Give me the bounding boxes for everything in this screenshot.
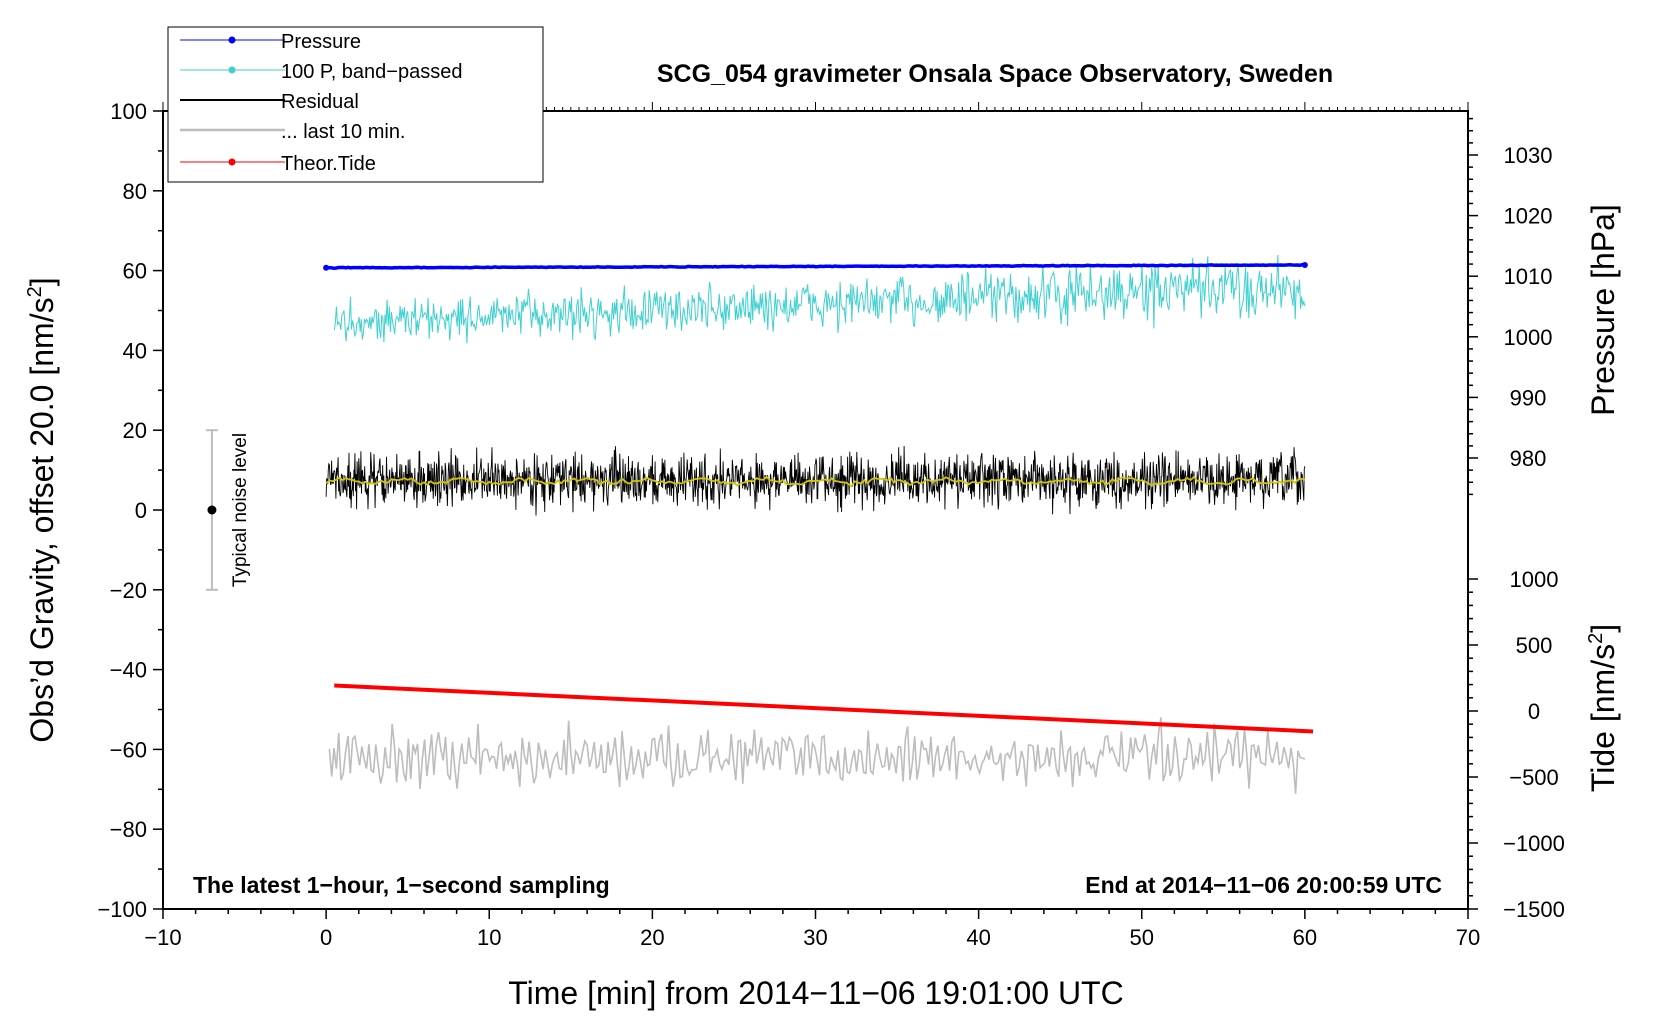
y-tick-labels: 100 80 60 40 20 0 −20 −40 −60 −80 −100 [97,99,147,922]
y-axis-title-left-end: ] [24,277,60,286]
legend-label-residual: Residual [281,91,359,113]
y-tick-label: −100 [97,897,147,922]
legend-marker-bandpassed [228,66,236,74]
plot-frame [162,110,1469,910]
series-tide-line [334,683,1314,734]
x-tick-label: 0 [320,925,332,950]
legend-label-tide: Theor.Tide [281,153,376,175]
series-residual-line [325,445,1306,516]
right-axis-ticks [1468,117,1478,910]
series-last10-line [328,717,1306,794]
x-axis-title: Time [min] from 2014−11−06 19:01:00 UTC [508,975,1123,1011]
x-tick-label: 30 [803,925,827,950]
chart-title: SCG_054 gravimeter Onsala Space Observat… [657,60,1333,88]
tide-tick-label: 0 [1528,699,1540,724]
y-axis-title-left: Obs’d Gravity, offset 20.0 [nm/s2] [24,277,60,742]
y-tick-label: 60 [123,259,147,284]
tide-tick-label: −500 [1509,765,1559,790]
tide-tick-label: 500 [1516,633,1553,658]
y-tick-label: 80 [123,179,147,204]
y-axis-title-left-sup: 2 [24,286,46,297]
legend: Pressure 100 P, band−passed Residual ...… [167,26,544,183]
y-tick-label: 100 [110,99,147,124]
x-tick-label: 50 [1130,925,1154,950]
pressure-tick-label: 1020 [1504,204,1553,229]
y-axis-title-left-main: Obs’d Gravity, offset 20.0 [nm/s [24,297,60,742]
y-axis-title-tide-main: Tide [nm/s [1585,644,1621,792]
series-residual-smoothed-line [325,475,1306,488]
annotation-right: End at 2014−11−06 20:00:59 UTC [1085,872,1442,898]
y-axis-title-tide-end: ] [1585,624,1621,633]
legend-label-last10: ... last 10 min. [281,121,406,143]
x-axis-ticks [162,909,1469,919]
tide-tick-label: 1000 [1510,567,1559,592]
legend-item-bandpassed: 100 P, band−passed [180,61,462,83]
legend-item-last10: ... last 10 min. [180,121,406,143]
pressure-tick-labels: 1030 1020 1010 1000 990 980 [1504,143,1553,471]
x-tick-label: 10 [477,925,501,950]
series-pressure-line [325,262,1306,270]
y-axis-ticks [153,110,163,910]
series-bandpassed-line [333,254,1306,344]
y-tick-label: −60 [110,737,147,762]
x-tick-label: −10 [144,925,181,950]
legend-marker-tide [228,158,236,166]
y-tick-label: −20 [110,578,147,603]
x-tick-label: 60 [1293,925,1317,950]
legend-item-tide: Theor.Tide [180,153,376,175]
legend-item-pressure: Pressure [180,31,361,53]
legend-item-residual: Residual [180,91,359,113]
legend-label-pressure: Pressure [281,31,361,53]
noise-bar-center-dot [207,505,217,515]
x-tick-label: 40 [966,925,990,950]
tide-tick-label: −1000 [1503,831,1565,856]
y-tick-label: −80 [110,817,147,842]
x-tick-labels: −10 0 10 20 30 40 50 60 70 [144,925,1480,950]
y-tick-label: 20 [123,418,147,443]
x-tick-label: 20 [640,925,664,950]
tide-tick-labels: 1000 500 0 −500 −1000 −1500 [1503,567,1565,922]
y-tick-label: 40 [123,338,147,363]
pressure-tick-label: 1030 [1504,143,1553,168]
legend-box [167,26,544,183]
series-pressure-start-marker [323,264,330,271]
pressure-tick-label: 980 [1510,446,1547,471]
noise-level-indicator [205,429,218,591]
series-group [323,254,1314,794]
y-axis-title-tide-sup: 2 [1585,633,1607,644]
y-tick-label: 0 [135,498,147,523]
y-axis-title-pressure: Pressure [hPa] [1585,204,1621,416]
noise-label: Typical noise level [230,433,251,587]
tide-tick-label: −1500 [1503,897,1565,922]
pressure-tick-label: 1000 [1504,325,1553,350]
x-tick-label: 70 [1456,925,1480,950]
y-tick-label: −40 [110,658,147,683]
annotation-left: The latest 1−hour, 1−second sampling [193,872,610,898]
y-axis-title-tide: Tide [nm/s2] [1585,624,1621,792]
legend-label-bandpassed: 100 P, band−passed [281,61,462,83]
pressure-tick-label: 1010 [1504,264,1553,289]
series-pressure-end-marker [1301,262,1308,269]
legend-marker-pressure [228,36,236,44]
pressure-tick-label: 990 [1510,385,1547,410]
